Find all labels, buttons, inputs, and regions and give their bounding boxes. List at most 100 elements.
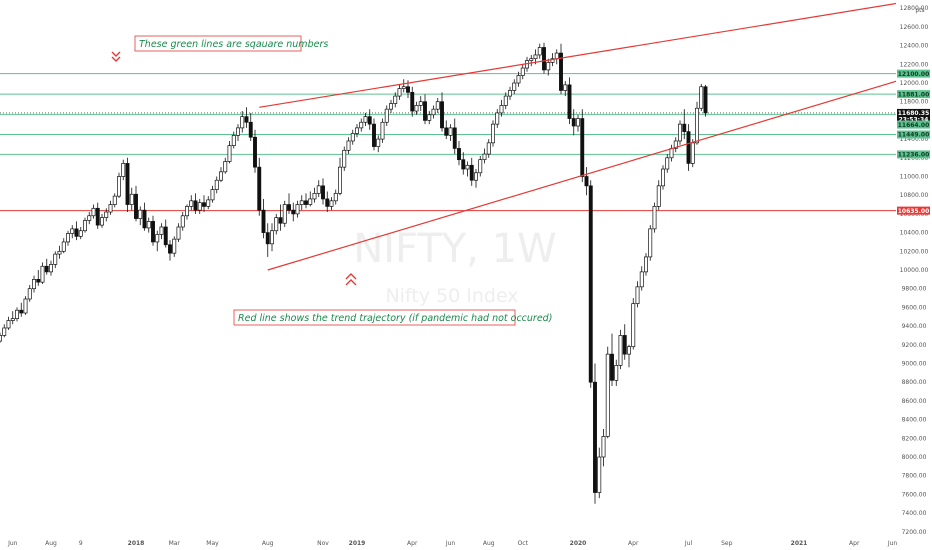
price-tick-label: 12200.00 — [900, 61, 929, 68]
candle-body — [291, 209, 296, 215]
candle-body — [465, 164, 470, 170]
level-tag-label: 11881.00 — [898, 91, 930, 98]
time-tick-label: Apr — [849, 540, 860, 547]
green-lines-annotation: These green lines are sqauare numbers — [111, 35, 328, 62]
candle-body — [274, 217, 279, 232]
level-tag-label: 11680.35 — [898, 110, 930, 117]
candle-body — [550, 58, 555, 63]
candle-body — [282, 204, 287, 224]
candle-body — [448, 127, 453, 136]
candle-body — [682, 123, 687, 132]
candle-body — [567, 84, 572, 119]
candle-body — [129, 193, 134, 205]
candle-body — [53, 253, 58, 265]
price-tick-label: 11800.00 — [900, 99, 929, 106]
candle-body — [499, 105, 504, 114]
candle-body — [597, 456, 602, 493]
candle-body — [384, 108, 389, 123]
candle-body — [223, 161, 228, 173]
price-tick-label: 8400.00 — [902, 417, 927, 424]
candle-body — [639, 271, 644, 288]
candle-body — [40, 265, 45, 283]
candle-body — [546, 62, 551, 71]
candle-body — [661, 168, 665, 187]
candle-body — [36, 279, 41, 283]
candle-body — [108, 204, 113, 213]
candle-body — [648, 228, 653, 258]
time-tick-label: Jun — [445, 540, 456, 547]
candle-body — [202, 202, 206, 207]
symbol-watermark: NIFTY, 1W — [353, 226, 556, 272]
candle-body — [610, 353, 614, 381]
candle-body — [329, 200, 334, 207]
candle-body — [529, 58, 534, 61]
price-tick-label: 7200.00 — [902, 529, 927, 536]
level-tag-green — [897, 90, 930, 99]
candle-body — [270, 230, 274, 245]
candle-body — [248, 121, 253, 138]
candle-body — [665, 157, 670, 170]
candle-body — [495, 112, 500, 125]
candle-body — [380, 121, 385, 140]
candle-body — [359, 121, 364, 129]
candle-body — [559, 52, 563, 91]
price-tick-label: 12400.00 — [900, 43, 929, 50]
time-tick-label: Nov — [317, 540, 329, 547]
candle-body — [316, 185, 321, 194]
candle-body — [287, 204, 291, 211]
candle-body — [172, 238, 177, 254]
candle-body — [197, 202, 202, 211]
candle-body — [295, 204, 300, 215]
candle-body — [703, 86, 708, 114]
candle-body — [393, 95, 398, 104]
watermark: NIFTY, 1W Nifty 50 Index — [353, 226, 556, 307]
candle-body — [125, 163, 130, 205]
candle-body — [87, 215, 92, 221]
candle-body — [618, 335, 623, 366]
candle-body — [520, 67, 525, 76]
candle-body — [159, 226, 164, 235]
candle-body — [571, 118, 576, 127]
level-tag-red — [897, 206, 930, 215]
candle-body — [695, 107, 699, 144]
time-tick-label: Jun — [887, 540, 898, 547]
candle-body — [418, 101, 423, 106]
candle-body — [656, 185, 661, 207]
candle-body — [389, 103, 393, 110]
price-tick-label: 9200.00 — [902, 342, 927, 349]
candle-body — [257, 166, 262, 211]
price-tick-label: 8800.00 — [902, 379, 927, 386]
price-tick-label: 11000.00 — [900, 174, 929, 181]
candle-body — [278, 217, 283, 224]
price-level-tags: 12100.00 11881.00 11680.3523:53:3411664.00… — [897, 69, 930, 215]
candle-body — [580, 118, 585, 177]
price-tick-label: 10400.00 — [900, 230, 929, 237]
candle-body — [2, 327, 7, 336]
candle-body — [49, 264, 53, 273]
candle-body — [576, 118, 580, 127]
level-tag-green — [897, 150, 930, 159]
candle-body — [321, 185, 325, 200]
price-axis[interactable]: pts 7200.00 7400.00 7600.00 7800.00 8000.00 8… — [900, 0, 929, 536]
candle-body — [367, 116, 372, 125]
price-tick-label: 10200.00 — [900, 248, 929, 255]
candle-body — [622, 335, 627, 355]
trend-note: Red line shows the trend trajectory (if … — [238, 313, 552, 324]
candle-body — [227, 145, 232, 162]
level-tag-last — [897, 115, 930, 124]
candle-body — [440, 101, 444, 129]
level-tag-green — [897, 130, 930, 139]
candle-body — [669, 148, 674, 159]
trendlines — [259, 0, 932, 271]
candle-body — [554, 52, 559, 60]
price-tick-label: 8000.00 — [902, 454, 927, 461]
trend-trajectory-line — [267, 69, 932, 271]
candle-body — [308, 198, 313, 205]
price-tick-label: 9800.00 — [902, 286, 927, 293]
candle-body — [686, 131, 691, 164]
time-axis[interactable]: Jun Aug 9 2018 Mar May Aug Nov 2019 Apr Jun Aug Oct 2… — [7, 540, 932, 547]
candle-body — [214, 179, 219, 190]
candle-body — [27, 288, 32, 300]
level-tag-label: 23:53:34 — [899, 117, 929, 124]
candle-body — [397, 88, 402, 97]
